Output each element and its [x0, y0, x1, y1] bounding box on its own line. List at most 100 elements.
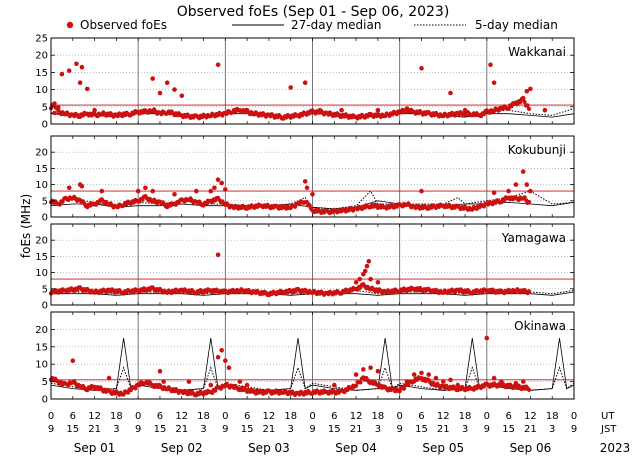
observed-point — [426, 372, 432, 377]
observed-point — [317, 107, 323, 113]
jst-label: JST — [600, 424, 617, 435]
y-tick-label: 5 — [42, 102, 48, 113]
y-tick-label: 0 — [42, 301, 48, 312]
observed-point — [143, 185, 148, 191]
median-5day-line — [50, 190, 575, 210]
jst-tick-label: 21 — [88, 424, 101, 435]
observed-point — [133, 386, 138, 391]
jst-tick-label: 9 — [309, 424, 315, 435]
observed-point — [194, 188, 199, 194]
observed-point — [524, 89, 530, 94]
ut-tick-label: 6 — [70, 411, 76, 422]
panel-wakkanai: 0 5 10 15 20 25 Wakkanai — [35, 34, 575, 131]
jst-tick-label: 15 — [502, 424, 515, 435]
jst-tick-label: 3 — [200, 424, 206, 435]
jst-tick-label: 15 — [154, 424, 167, 435]
day-label: Sep 01 — [74, 441, 116, 455]
observed-point — [506, 382, 511, 388]
ut-tick-label: 0 — [135, 411, 141, 422]
day-label: Sep 05 — [422, 441, 464, 455]
observed-point — [332, 382, 337, 388]
observed-point — [70, 358, 76, 364]
observed-point — [79, 64, 85, 70]
observed-point — [513, 381, 519, 386]
observed-point — [368, 365, 373, 371]
observed-point — [354, 383, 359, 388]
observed-point — [528, 86, 533, 92]
ut-tick-label: 12 — [437, 411, 450, 422]
observed-point — [208, 382, 214, 388]
observed-point — [215, 252, 221, 258]
ut-tick-label: 0 — [484, 411, 490, 422]
ut-tick-label: 0 — [396, 411, 402, 422]
observed-point — [135, 188, 141, 194]
y-tick-label: 5 — [42, 284, 48, 295]
observed-point — [404, 379, 410, 384]
ut-tick-label: 12 — [350, 411, 363, 422]
jst-tick-label: 3 — [113, 424, 119, 435]
jst-tick-label: 3 — [375, 424, 381, 435]
observed-point — [419, 66, 424, 71]
legend-5day-label: 5-day median — [475, 18, 558, 32]
observed-point — [161, 379, 166, 384]
observed-point — [302, 80, 308, 85]
day-label: Sep 04 — [335, 441, 377, 455]
ut-tick-label: 6 — [244, 411, 250, 422]
ut-tick-label: 12 — [88, 411, 101, 422]
chart-title: Observed foEs (Sep 01 - Sep 06, 2023) — [177, 4, 450, 20]
y-tick-label: 0 — [42, 120, 48, 131]
observed-point — [361, 367, 366, 372]
ut-tick-label: 12 — [263, 411, 276, 422]
ut-tick-label: 18 — [459, 411, 472, 422]
observed-point — [404, 106, 410, 111]
y-tick-label: 15 — [35, 252, 48, 263]
observed-point — [304, 185, 310, 191]
jst-tick-label: 3 — [462, 424, 468, 435]
jst-tick-label: 15 — [328, 424, 341, 435]
observed-point — [462, 107, 468, 113]
legend: Observed foEs 27-day median 5-day median — [66, 18, 558, 32]
observed-point — [401, 386, 407, 391]
observed-point — [215, 354, 221, 360]
observed-point — [223, 358, 228, 364]
observed-point — [525, 103, 530, 108]
jst-tick-label: 9 — [396, 424, 402, 435]
y-tick-label: 20 — [35, 325, 48, 336]
observed-point — [157, 90, 163, 96]
observed-point — [433, 375, 439, 381]
observed-point — [357, 276, 363, 282]
observed-point — [219, 180, 224, 186]
observed-point — [157, 368, 163, 374]
observed-point — [172, 192, 177, 197]
observed-point — [419, 188, 424, 194]
observed-point — [484, 335, 490, 341]
observed-point — [77, 80, 83, 85]
observed-point — [172, 87, 177, 92]
y-tick-label: 25 — [35, 34, 48, 45]
observed-point — [215, 177, 221, 182]
jst-tick-label: 21 — [524, 424, 537, 435]
observed-point — [223, 187, 228, 192]
observed-point — [491, 80, 497, 85]
legend-27day-label: 27-day median — [291, 18, 381, 32]
observed-point — [441, 379, 446, 384]
y-tick-label: 10 — [35, 360, 48, 371]
observed-point — [52, 101, 57, 106]
observed-point — [448, 377, 453, 383]
legend-observed-label: Observed foEs — [80, 18, 167, 32]
observed-point — [364, 263, 370, 269]
observed-point — [85, 86, 90, 92]
observed-point — [244, 107, 250, 113]
y-tick-label: 15 — [35, 164, 48, 175]
day-label: Sep 02 — [161, 441, 203, 455]
jst-tick-label: 9 — [222, 424, 228, 435]
observed-point — [59, 71, 65, 77]
observed-point — [520, 379, 526, 384]
ut-tick-label: 18 — [546, 411, 559, 422]
observed-point — [307, 203, 312, 208]
observed-point — [491, 190, 497, 195]
observed-point — [304, 199, 309, 205]
day-label: Sep 03 — [248, 441, 290, 455]
y-tick-label: 20 — [35, 51, 48, 62]
panel-okinawa: 0 5 10 15 20 Okinawa — [35, 311, 575, 406]
